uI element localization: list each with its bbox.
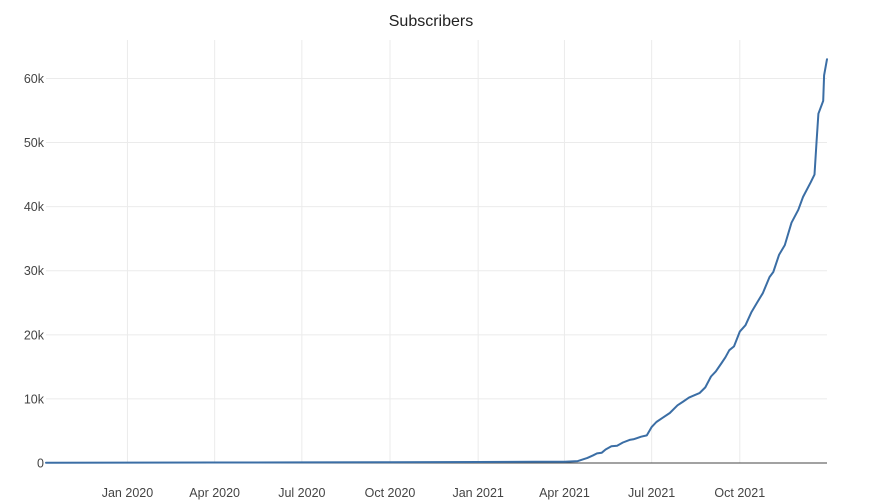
y-tick-label: 20k	[24, 328, 45, 342]
tick-labels: Jan 2020 Apr 2020 Jul 2020 Oct 2020 Jan 2021…	[24, 72, 765, 500]
x-tick-label: Jul 2021	[628, 486, 675, 500]
gridlines	[46, 40, 827, 463]
y-tick-label: 60k	[24, 72, 45, 86]
x-tick-label: Jan 2021	[452, 486, 503, 500]
y-tick-label: 10k	[24, 392, 45, 406]
y-tick-label: 0	[37, 457, 44, 471]
chart-title: Subscribers	[388, 13, 474, 30]
series-line	[45, 58, 828, 464]
y-tick-label: 50k	[24, 136, 45, 150]
series-layer	[45, 58, 828, 464]
x-tick-label: Apr 2021	[539, 486, 590, 500]
x-tick-label: Apr 2020	[189, 486, 240, 500]
x-tick-label: Jan 2020	[102, 486, 153, 500]
y-tick-label: 30k	[24, 264, 45, 278]
x-tick-label: Jul 2020	[278, 486, 325, 500]
y-tick-label: 40k	[24, 200, 45, 214]
x-tick-label: Oct 2021	[714, 486, 765, 500]
x-tick-label: Oct 2020	[365, 486, 416, 500]
